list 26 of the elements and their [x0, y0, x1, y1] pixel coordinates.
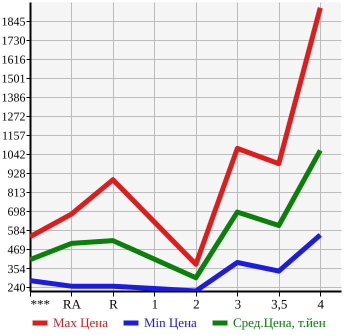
- x-tick-label: 2: [193, 296, 200, 312]
- x-tick-label: 1: [152, 296, 158, 312]
- y-tick-label: 1157: [2, 128, 26, 143]
- y-tick-label: 928: [8, 166, 26, 181]
- x-tick-label: 3,5: [271, 296, 288, 312]
- y-tick-label: 813: [8, 186, 26, 200]
- y-tick-label: 1386: [2, 90, 26, 105]
- x-tick-label: ***: [30, 296, 50, 312]
- y-tick-label: 584: [8, 224, 26, 238]
- x-tick-label: 3: [234, 296, 242, 312]
- y-tick-label: 1501: [2, 72, 26, 86]
- legend-label: Max Цена: [53, 315, 108, 330]
- x-tick-label: 4: [318, 296, 325, 312]
- y-tick-label: 698: [8, 204, 26, 219]
- y-tick-label: 354: [8, 262, 26, 276]
- legend-label: Min Цена: [144, 315, 198, 330]
- y-tick-label: 1616: [2, 52, 26, 67]
- y-tick-label: 469: [8, 242, 26, 257]
- y-tick-label: 1845: [2, 14, 26, 29]
- y-tick-label: 1730: [2, 34, 26, 48]
- x-tick-label: R: [109, 296, 118, 312]
- x-tick-label: RA: [62, 296, 82, 312]
- y-tick-label: 1042: [2, 148, 26, 162]
- y-tick-label: 1272: [2, 110, 26, 124]
- legend-label: Сред.Цена, т.йен: [233, 315, 326, 330]
- y-tick-label: 240: [8, 280, 26, 295]
